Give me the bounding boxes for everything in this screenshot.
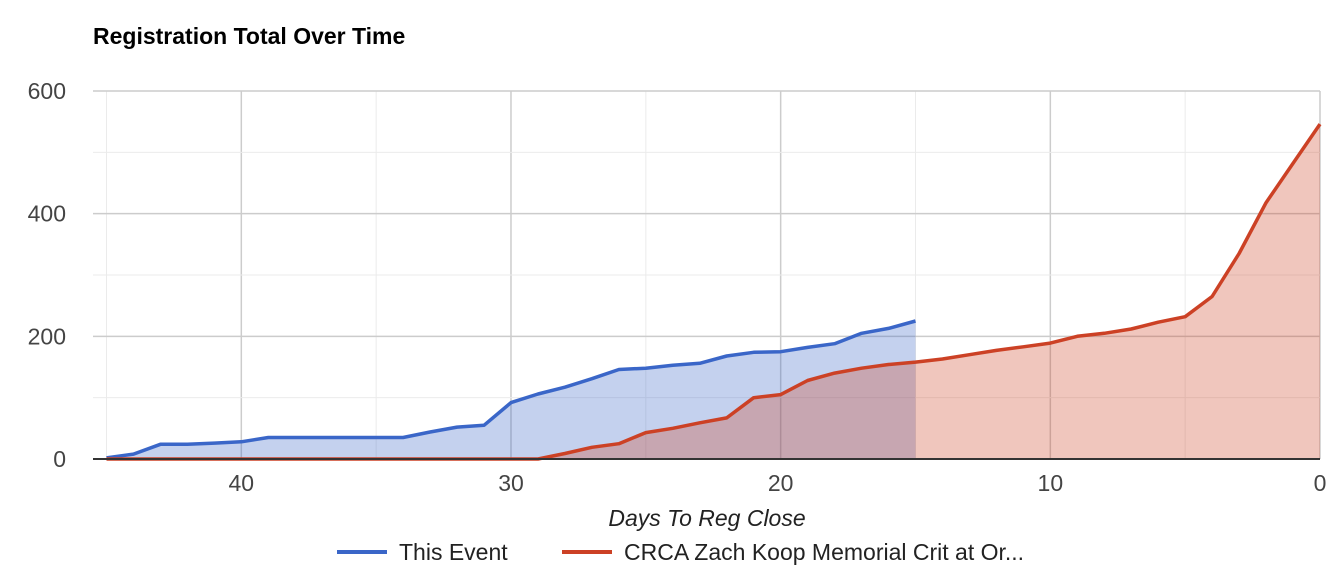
series-2-point[interactable]: [588, 443, 596, 451]
series-1-point[interactable]: [480, 421, 488, 429]
series-1-point[interactable]: [615, 365, 623, 373]
series-2-point[interactable]: [1073, 332, 1081, 340]
series-2-point[interactable]: [777, 391, 785, 399]
series-2-point[interactable]: [858, 364, 866, 372]
series-2-point[interactable]: [831, 369, 839, 377]
series-2-area: [106, 124, 1320, 459]
legend-label: CRCA Zach Koop Memorial Crit at Or...: [624, 539, 1024, 565]
y-tick-label: 600: [28, 78, 66, 104]
series-1-point[interactable]: [453, 423, 461, 431]
series-2-point[interactable]: [1208, 292, 1216, 300]
series-1-point[interactable]: [372, 434, 380, 442]
series-areas: [106, 124, 1320, 459]
series-1-point[interactable]: [696, 359, 704, 367]
series-1-point[interactable]: [804, 343, 812, 351]
series-2-point[interactable]: [696, 419, 704, 427]
series-2-point[interactable]: [1019, 343, 1027, 351]
series-1-point[interactable]: [831, 340, 839, 348]
series-1-point[interactable]: [723, 352, 731, 360]
series-1-point[interactable]: [210, 439, 218, 447]
series-1-point[interactable]: [750, 348, 758, 356]
series-2-point[interactable]: [885, 361, 893, 369]
series-1-area: [106, 321, 916, 459]
series-1-point[interactable]: [156, 440, 164, 448]
series-1-point[interactable]: [318, 434, 326, 442]
series-1-point[interactable]: [858, 329, 866, 337]
series-2-point[interactable]: [561, 449, 569, 457]
legend-item-2[interactable]: CRCA Zach Koop Memorial Crit at Or...: [562, 539, 1024, 565]
series-1-point[interactable]: [345, 434, 353, 442]
series-2-point[interactable]: [669, 424, 677, 432]
legend[interactable]: This Event CRCA Zach Koop Memorial Crit a…: [337, 539, 1024, 565]
series-2-point[interactable]: [1127, 325, 1135, 333]
grid-lines: [93, 90, 1321, 459]
x-tick-label: 10: [1038, 470, 1064, 496]
series-2-point[interactable]: [615, 440, 623, 448]
series-1-point[interactable]: [885, 324, 893, 332]
legend-label: This Event: [399, 539, 508, 565]
series-2-point[interactable]: [1181, 313, 1189, 321]
series-1-point[interactable]: [561, 383, 569, 391]
y-tick-label: 400: [28, 201, 66, 227]
series-1-point[interactable]: [426, 428, 434, 436]
series-2-point[interactable]: [965, 351, 973, 359]
series-1-line[interactable]: [106, 319, 916, 460]
series-1-point[interactable]: [237, 438, 245, 446]
series-1-point[interactable]: [669, 361, 677, 369]
y-tick-label: 0: [53, 446, 66, 472]
series-2-point[interactable]: [723, 414, 731, 422]
series-lines: [106, 120, 1324, 461]
series-2-point[interactable]: [1235, 250, 1243, 258]
chart-title: Registration Total Over Time: [93, 23, 405, 49]
series-1-point[interactable]: [588, 375, 596, 383]
y-tick-labels: 0 200 400 600: [28, 78, 66, 472]
y-tick-label: 200: [28, 323, 66, 349]
series-2-point[interactable]: [1316, 120, 1324, 128]
series-2-point[interactable]: [992, 346, 1000, 354]
series-1-point[interactable]: [129, 450, 137, 458]
series-2-point[interactable]: [642, 429, 650, 437]
series-2-point[interactable]: [911, 358, 919, 366]
series-1-point[interactable]: [534, 390, 542, 398]
series-2-line[interactable]: [106, 123, 1322, 461]
series-1-point[interactable]: [264, 434, 272, 442]
x-axis-label: Days To Reg Close: [608, 505, 805, 531]
series-1-point[interactable]: [291, 434, 299, 442]
legend-item-1[interactable]: This Event: [337, 539, 508, 565]
series-2-point[interactable]: [1289, 159, 1297, 167]
series-1-point[interactable]: [507, 399, 515, 407]
series-1-point[interactable]: [911, 317, 919, 325]
series-2-point[interactable]: [1262, 199, 1270, 207]
series-1-point[interactable]: [183, 440, 191, 448]
series-2-point[interactable]: [938, 355, 946, 363]
series-2-point[interactable]: [1046, 339, 1054, 347]
series-2-point[interactable]: [1154, 318, 1162, 326]
series-1-point[interactable]: [642, 364, 650, 372]
x-tick-label: 30: [498, 470, 524, 496]
series-1-point[interactable]: [399, 434, 407, 442]
x-tick-label: 0: [1314, 470, 1327, 496]
series-2-point[interactable]: [1100, 329, 1108, 337]
x-tick-label: 20: [768, 470, 794, 496]
series-2-point[interactable]: [750, 394, 758, 402]
series-2-point[interactable]: [804, 376, 812, 384]
x-tick-labels: 40 30 20 10 0: [229, 470, 1327, 496]
series-1-point[interactable]: [777, 348, 785, 356]
x-tick-label: 40: [229, 470, 255, 496]
